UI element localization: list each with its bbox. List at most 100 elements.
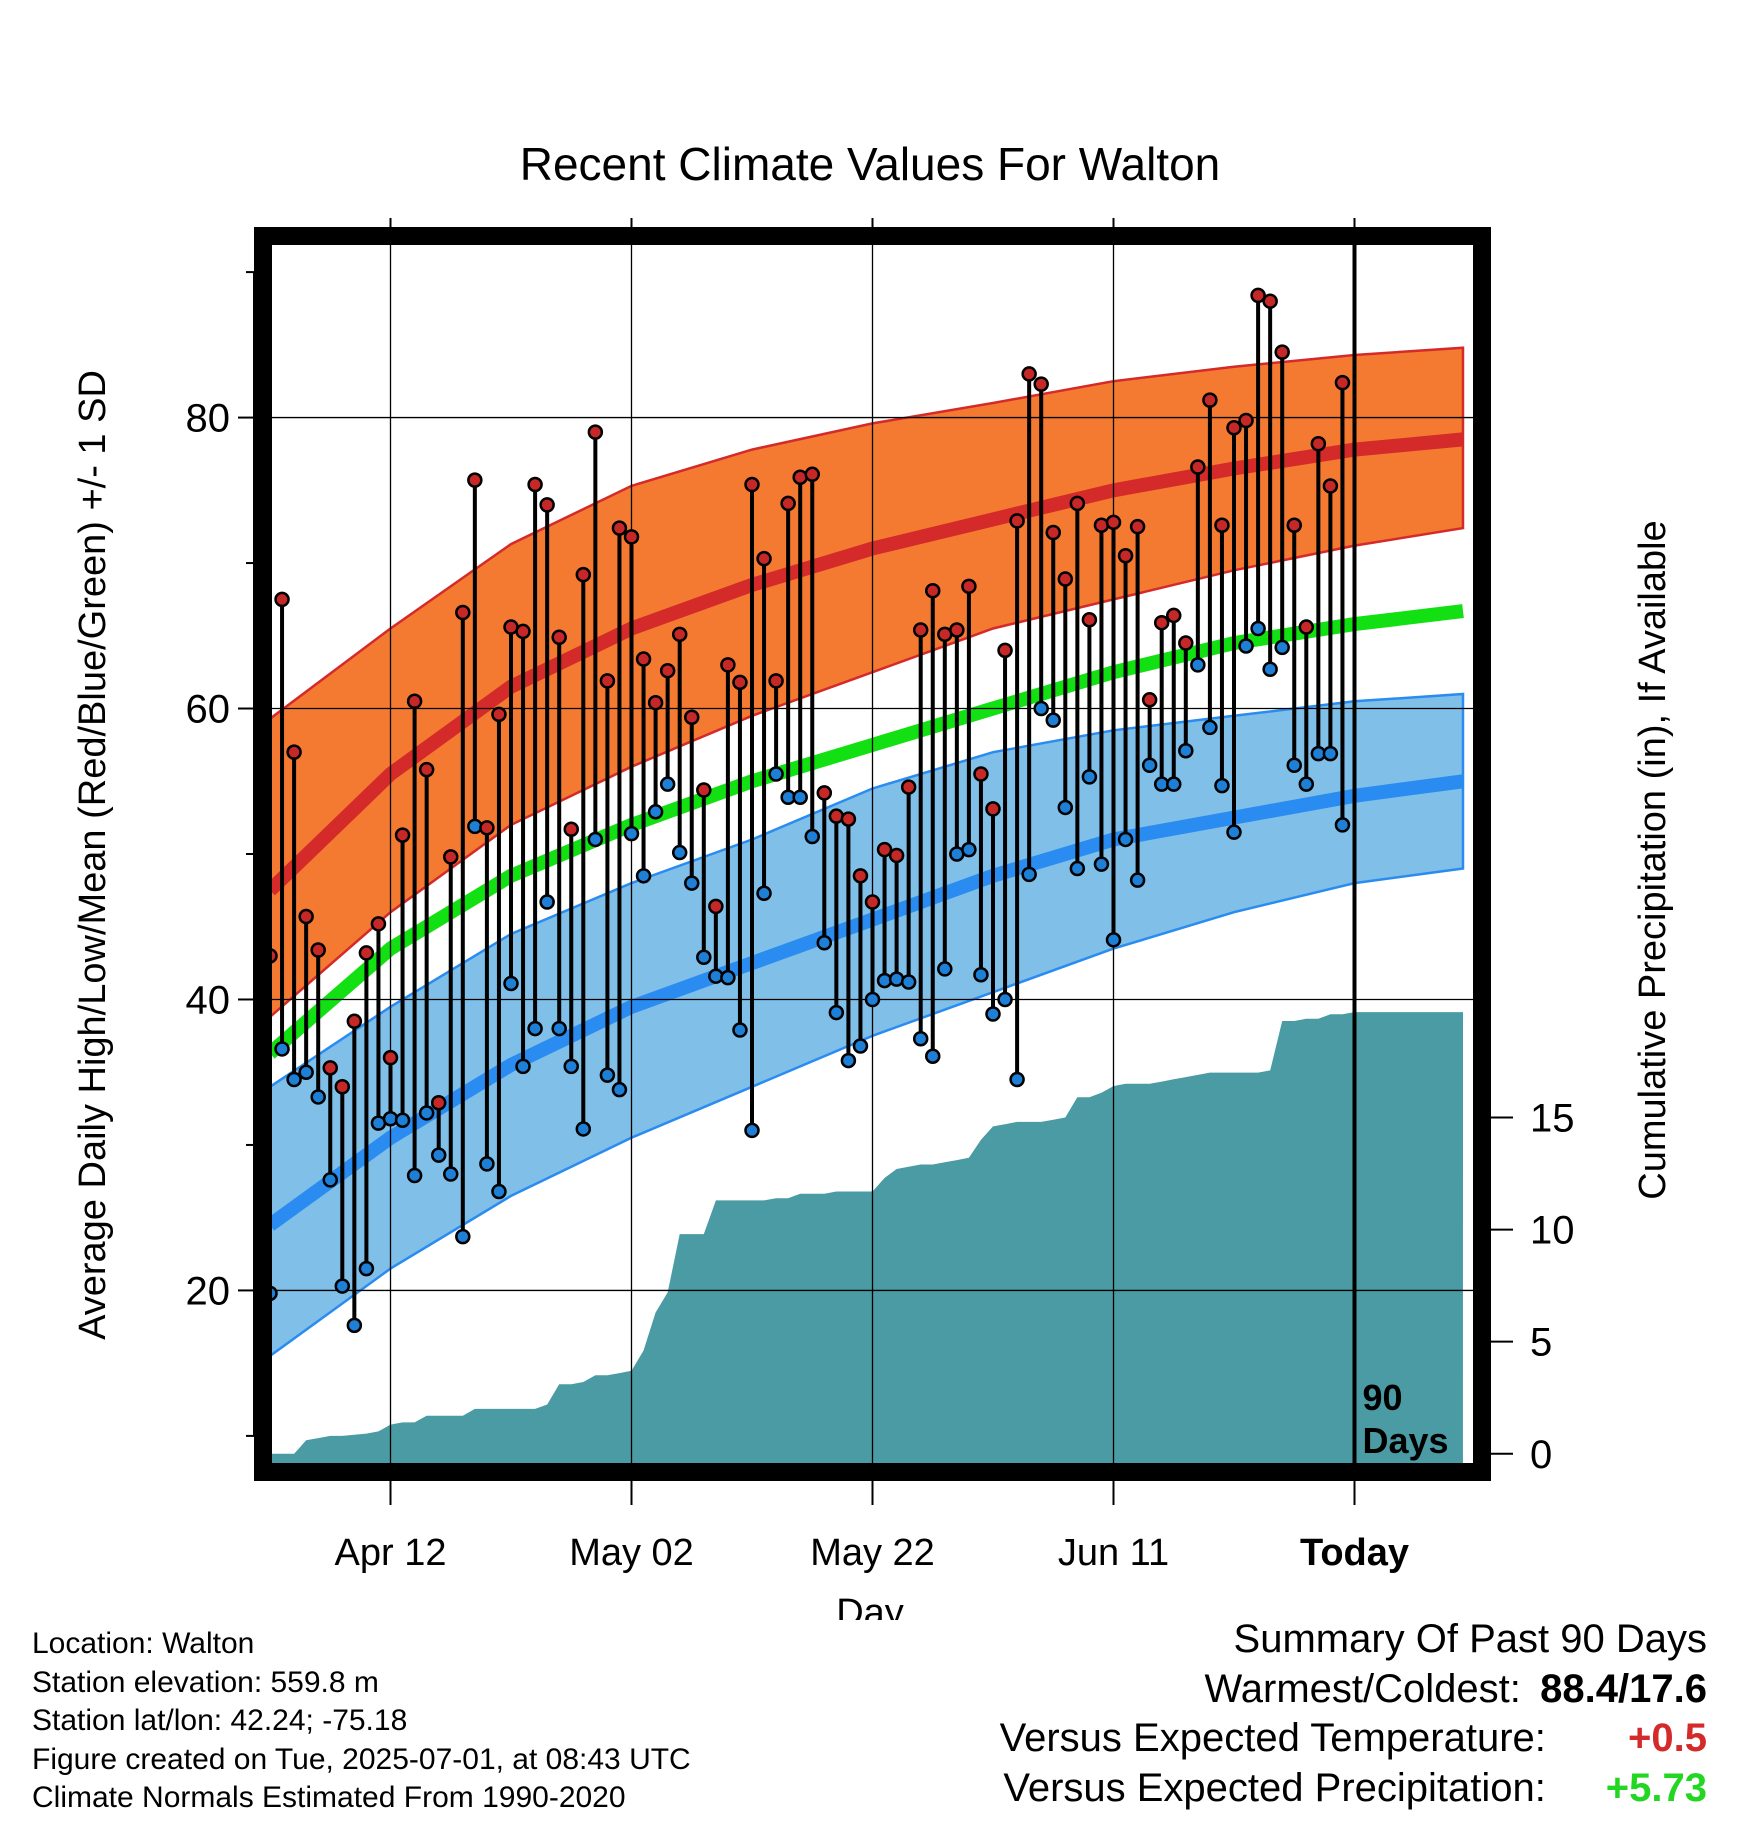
daily-low-point <box>720 969 736 986</box>
daily-low-point <box>346 1317 363 1334</box>
daily-high-point <box>370 916 387 932</box>
daily-high-point <box>274 591 290 608</box>
daily-low-point <box>1069 860 1086 877</box>
created-text: Figure created on Tue, 2025-07-01, at 08… <box>32 1742 691 1776</box>
daily-high-point <box>900 779 917 795</box>
summary-title: Summary Of Past 90 Days <box>1233 1617 1707 1661</box>
x-tick-label: May 02 <box>569 1532 694 1574</box>
daily-low-point <box>430 1147 447 1163</box>
daily-low-point <box>563 1058 579 1075</box>
warm-cold-value: 88.4/17.6 <box>1540 1666 1707 1711</box>
daily-low-point <box>732 1022 748 1038</box>
daily-low-point <box>527 1020 543 1037</box>
daily-high-point <box>406 693 423 709</box>
warm-cold-label: Warmest/Coldest: <box>1204 1666 1521 1711</box>
daily-low-point <box>1166 776 1182 792</box>
daily-high-point <box>1105 514 1122 531</box>
daily-high-point <box>611 520 628 536</box>
daily-high-point <box>1298 619 1315 635</box>
daily-high-point <box>575 566 592 583</box>
daily-high-point <box>1178 635 1194 651</box>
daily-high-point <box>1057 571 1074 587</box>
chart-title: Recent Climate Values For Walton <box>520 138 1221 190</box>
daily-low-point <box>937 961 953 977</box>
daily-high-point <box>455 604 471 621</box>
daily-low-point <box>418 1105 435 1121</box>
daily-low-point <box>816 934 833 951</box>
daily-high-point <box>840 811 857 827</box>
y-tick-label: 40 <box>186 978 231 1022</box>
daily-low-point <box>322 1172 338 1188</box>
elevation-text: Station elevation: 559.8 m <box>32 1665 379 1699</box>
daily-high-point <box>696 782 712 798</box>
normals-text: Climate Normals Estimated From 1990-2020 <box>32 1781 626 1814</box>
daily-low-point <box>587 831 604 848</box>
daily-low-point <box>828 1004 845 1021</box>
daily-low-point <box>1190 657 1206 673</box>
daily-high-point <box>1141 692 1158 708</box>
daily-high-point <box>587 424 604 440</box>
daily-low-point <box>1250 620 1266 637</box>
high-sd-band <box>270 346 1465 1019</box>
daily-high-point <box>997 642 1013 659</box>
temp-anomaly-value: +0.5 <box>1628 1716 1707 1760</box>
axes: 20 40 60 80 Apr 12 May 02 May 22 Jun 11 Today 0 5 1… <box>186 218 1575 1574</box>
daily-high-point <box>418 761 435 778</box>
daily-high-point <box>888 847 905 864</box>
daily-high-point <box>1021 366 1037 382</box>
y2-tick-label: 0 <box>1530 1433 1552 1477</box>
daily-low-point <box>997 991 1013 1008</box>
daily-high-point <box>1045 524 1061 541</box>
precip-anomaly-label: Versus Expected Precipitation: <box>1003 1765 1546 1810</box>
daily-high-point <box>780 495 796 512</box>
y2-tick-label: 15 <box>1530 1096 1575 1140</box>
today-days-label: 90 Days <box>1363 1377 1449 1461</box>
summary-panel: Summary Of Past 90 Days Warmest/Coldest:… <box>1000 1615 1707 1813</box>
daily-high-point <box>1226 420 1242 436</box>
daily-low-point <box>1178 742 1194 759</box>
y-tick-label: 60 <box>186 688 231 732</box>
daily-high-point <box>527 476 543 493</box>
daily-low-point <box>310 1089 326 1105</box>
daily-high-point <box>1081 612 1098 628</box>
temp-anomaly-label: Versus Expected Temperature: <box>999 1716 1546 1760</box>
daily-low-point <box>623 825 640 842</box>
daily-low-point <box>925 1048 941 1064</box>
daily-high-point <box>912 622 929 638</box>
daily-low-point <box>455 1228 471 1245</box>
daily-high-point <box>623 529 640 545</box>
daily-low-point <box>1141 757 1158 774</box>
daily-high-point <box>961 578 977 595</box>
x-tick-label: May 22 <box>810 1532 935 1574</box>
daily-high-point <box>286 744 302 760</box>
daily-low-point <box>852 1038 869 1054</box>
daily-low-point <box>900 974 917 990</box>
daily-low-point <box>599 1067 616 1083</box>
daily-low-point <box>804 828 820 845</box>
daily-low-point <box>479 1156 495 1172</box>
daily-low-point <box>298 1064 314 1080</box>
daily-low-point <box>443 1166 459 1182</box>
daily-low-point <box>394 1112 411 1128</box>
daily-high-point <box>816 785 833 801</box>
x-tick-label: Jun 11 <box>1058 1532 1169 1574</box>
daily-low-point <box>696 949 712 966</box>
daily-low-point <box>1334 817 1351 833</box>
daily-high-point <box>876 841 893 858</box>
daily-high-point <box>1262 293 1278 309</box>
daily-low-point <box>1045 712 1061 728</box>
x-axis-label: Day <box>836 1592 904 1620</box>
low-sd-band <box>270 692 1465 1358</box>
daily-high-point <box>864 894 881 910</box>
daily-high-point <box>310 942 326 958</box>
temp-anomaly-row: Versus Expected Temperature: +0.5 <box>1000 1714 1707 1764</box>
daily-high-point <box>635 651 652 667</box>
daily-high-point <box>1117 548 1134 564</box>
daily-low-point <box>1081 769 1098 785</box>
daily-low-point <box>756 885 772 902</box>
daily-high-point <box>647 694 664 711</box>
daily-high-point <box>551 629 567 645</box>
daily-low-point <box>1057 799 1074 816</box>
daily-high-point <box>1009 513 1025 529</box>
y2-tick-label: 5 <box>1530 1321 1552 1365</box>
